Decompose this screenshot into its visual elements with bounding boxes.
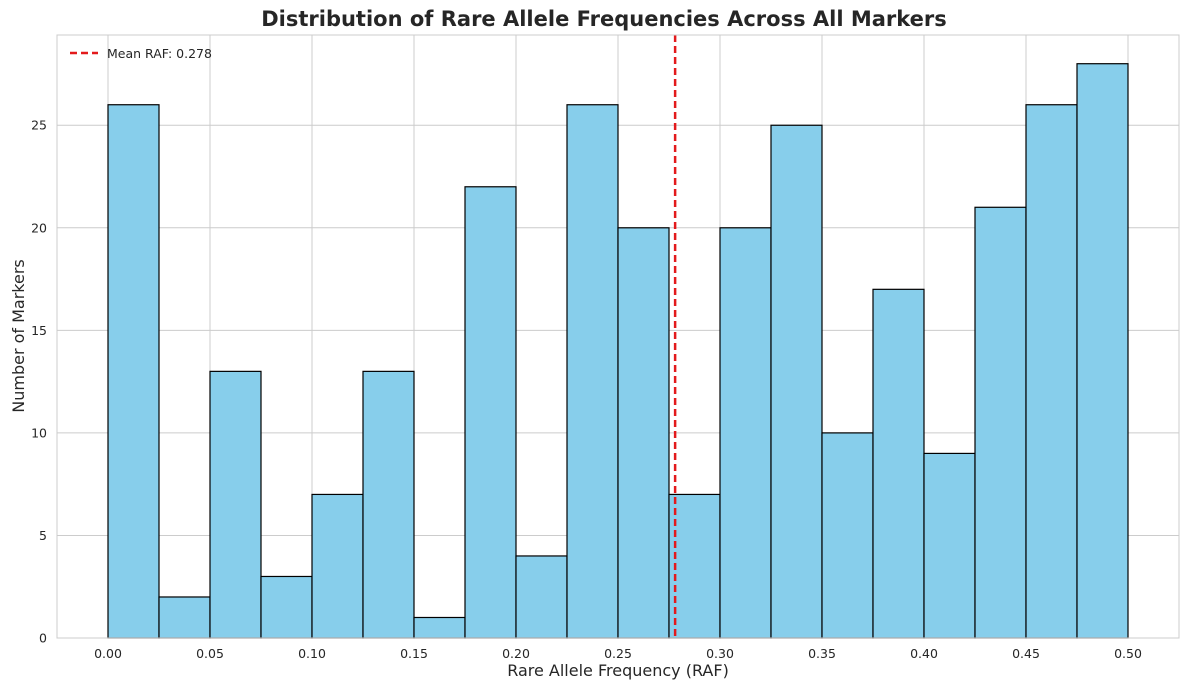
histogram-bar xyxy=(872,288,925,639)
histogram-bar xyxy=(362,370,415,639)
x-tick-label: 0.05 xyxy=(196,646,224,661)
histogram-bar xyxy=(1076,63,1129,639)
histogram-bar xyxy=(566,104,619,639)
legend: Mean RAF: 0.278 xyxy=(70,46,212,61)
x-tick-label: 0.10 xyxy=(298,646,326,661)
histogram-bar xyxy=(209,370,262,639)
y-tick-label: 0 xyxy=(39,631,47,646)
histogram-bar xyxy=(311,493,364,639)
histogram-bar xyxy=(158,596,211,639)
histogram-bar xyxy=(413,616,466,639)
y-axis-ticks: 0 5 10 15 20 25 xyxy=(31,118,47,646)
y-tick-label: 20 xyxy=(31,220,47,235)
x-tick-label: 0.25 xyxy=(604,646,632,661)
x-axis-ticks: 0.00 0.05 0.10 0.15 0.20 0.25 0.30 0.35 0.40 0.45… xyxy=(94,646,1142,661)
x-tick-label: 0.50 xyxy=(1114,646,1142,661)
x-tick-label: 0.00 xyxy=(94,646,122,661)
y-axis-label: Number of Markers xyxy=(9,259,28,413)
x-tick-label: 0.45 xyxy=(1012,646,1040,661)
histogram-bar xyxy=(719,227,772,639)
y-tick-label: 15 xyxy=(31,323,47,338)
histogram-bar xyxy=(923,452,976,639)
histogram-bar xyxy=(107,104,160,639)
x-tick-label: 0.30 xyxy=(706,646,734,661)
x-tick-label: 0.20 xyxy=(502,646,530,661)
histogram-bar xyxy=(260,575,313,639)
histogram-bar xyxy=(770,124,823,639)
histogram-bar xyxy=(821,432,874,639)
x-tick-label: 0.15 xyxy=(400,646,428,661)
histogram-bars xyxy=(107,63,1129,639)
y-tick-label: 10 xyxy=(31,425,47,440)
histogram-bar xyxy=(668,493,721,639)
x-tick-label: 0.35 xyxy=(808,646,836,661)
plot-frame xyxy=(56,34,1180,639)
histogram-bar xyxy=(974,206,1027,639)
histogram-bar xyxy=(1025,104,1078,639)
chart-title: Distribution of Rare Allele Frequencies … xyxy=(261,7,947,31)
histogram-bar xyxy=(617,227,670,639)
histogram-bar xyxy=(464,186,517,639)
x-axis-label: Rare Allele Frequency (RAF) xyxy=(507,661,729,680)
y-tick-label: 25 xyxy=(31,118,47,133)
y-tick-label: 5 xyxy=(39,528,47,543)
x-tick-label: 0.40 xyxy=(910,646,938,661)
legend-mean-label: Mean RAF: 0.278 xyxy=(107,46,212,61)
histogram-bar xyxy=(515,555,568,639)
